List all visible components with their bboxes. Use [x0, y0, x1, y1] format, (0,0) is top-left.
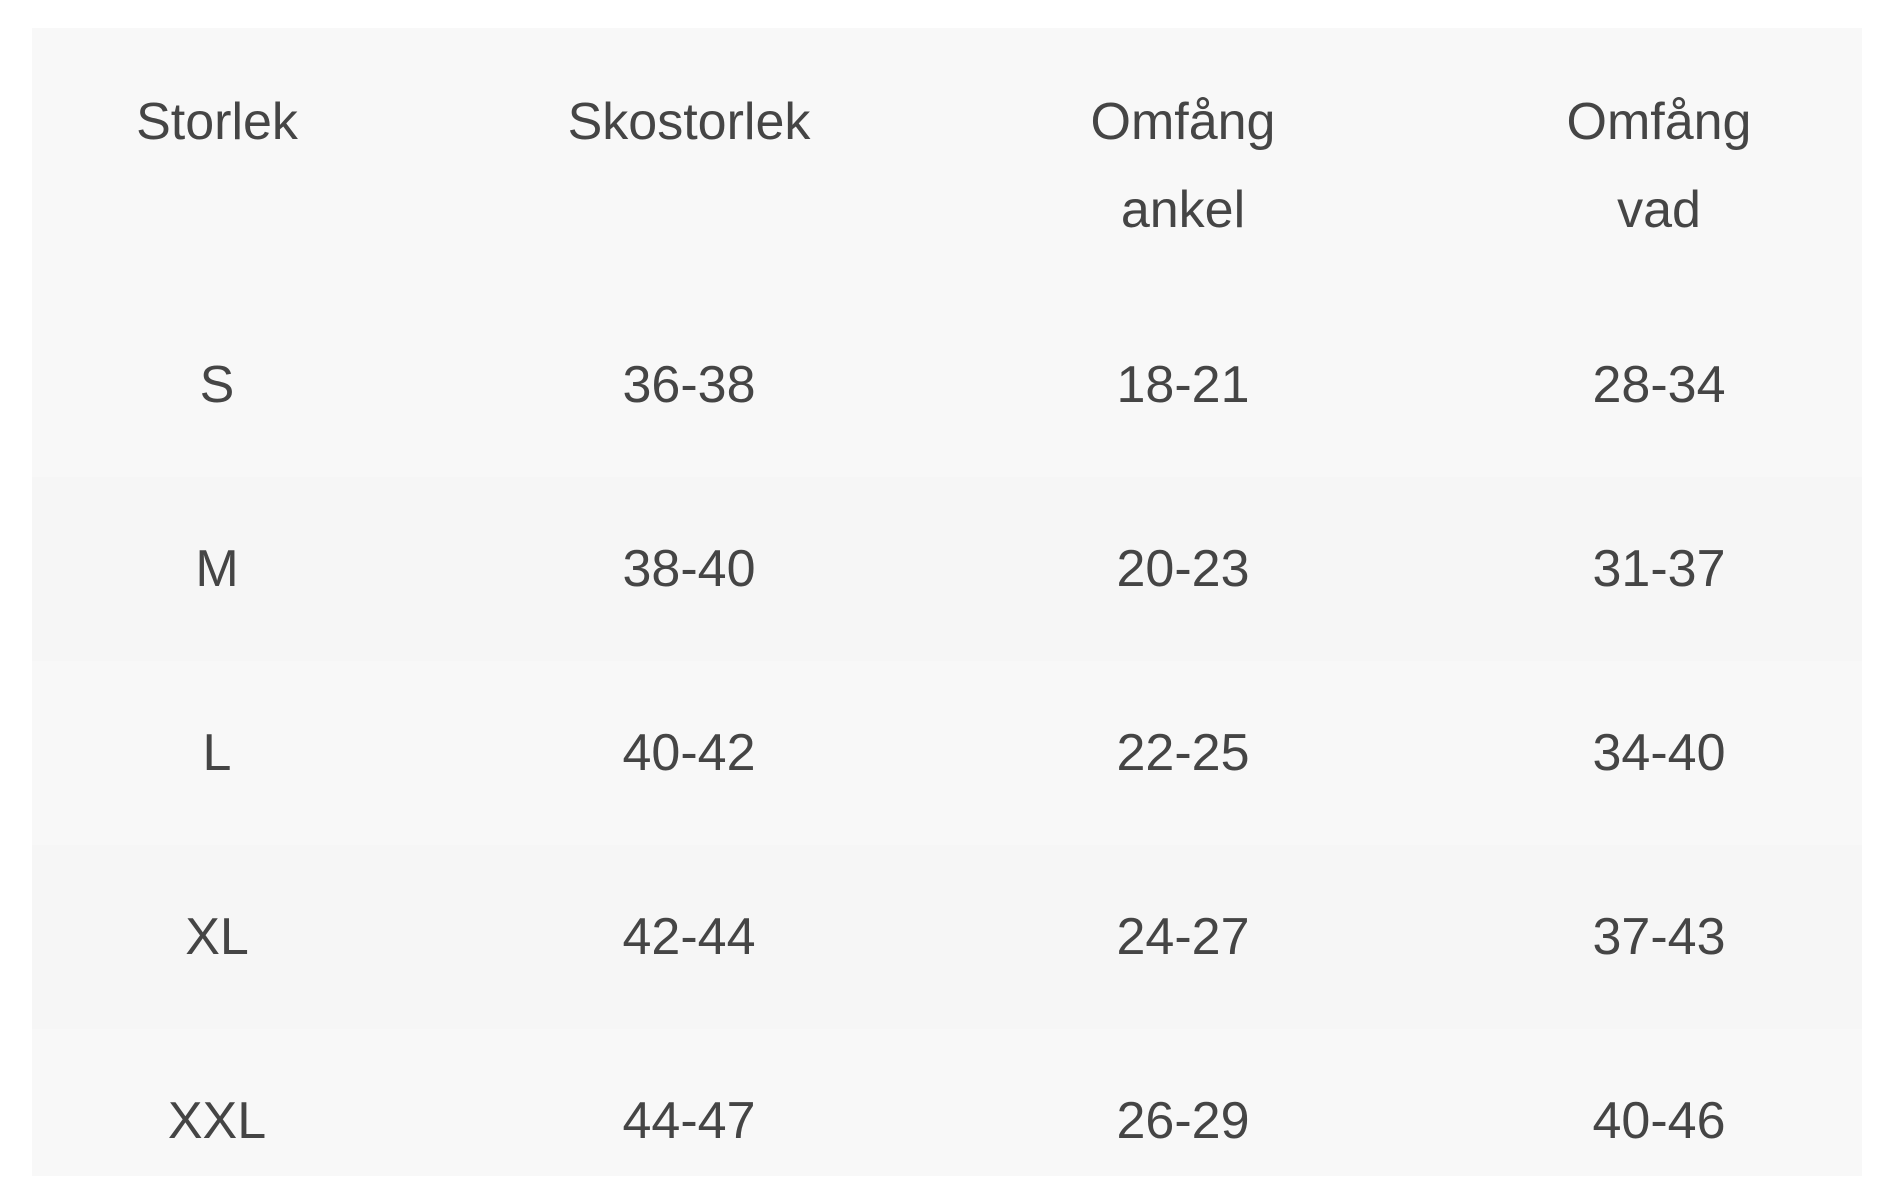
table-cell: M: [195, 540, 239, 598]
table-cell: S: [199, 356, 235, 414]
table-row: M 38-40 20-23 31-37: [32, 477, 1862, 661]
table-cell: 28-34: [1592, 356, 1726, 414]
header-storlek: Storlek: [7, 78, 427, 166]
table-cell: 36-38: [622, 356, 756, 414]
table-cell: 34-40: [1592, 724, 1726, 782]
table-cell: 42-44: [622, 908, 756, 966]
table-cell: 31-37: [1592, 540, 1726, 598]
table-cell: 40-42: [622, 724, 756, 782]
header-skostorlek: Skostorlek: [479, 78, 899, 166]
table-cell: L: [202, 724, 232, 782]
header-text: Storlek: [136, 93, 298, 151]
table-cell: 40-46: [1592, 1092, 1726, 1150]
header-text: Skostorlek: [567, 93, 811, 151]
table-row: L 40-42 22-25 34-40: [32, 661, 1862, 845]
size-chart-table: Storlek Skostorlek Omfång ankel Omfång v…: [32, 28, 1862, 1176]
header-text: Omfång: [1090, 93, 1276, 151]
table-row: XXL 44-47 26-29 40-46: [32, 1029, 1862, 1176]
table-row: S 36-38 18-21 28-34: [32, 293, 1862, 477]
table-cell: 26-29: [1116, 1092, 1250, 1150]
table-row: XL 42-44 24-27 37-43: [32, 845, 1862, 1029]
table-cell: 37-43: [1592, 908, 1726, 966]
header-omfang-ankel: Omfång ankel: [973, 78, 1393, 254]
table-cell: XXL: [167, 1092, 267, 1150]
header-omfang-vad: Omfång vad: [1449, 78, 1869, 254]
header-text: vad: [1617, 181, 1701, 239]
header-text: Omfång: [1566, 93, 1752, 151]
header-text: ankel: [1120, 181, 1246, 239]
table-cell: 22-25: [1116, 724, 1250, 782]
header-row: Storlek Skostorlek Omfång ankel Omfång v…: [32, 28, 1862, 293]
table-cell: 20-23: [1116, 540, 1250, 598]
table-cell: 18-21: [1116, 356, 1250, 414]
table-cell: 44-47: [622, 1092, 756, 1150]
table-cell: 38-40: [622, 540, 756, 598]
table-cell: 24-27: [1116, 908, 1250, 966]
table-cell: XL: [185, 908, 249, 966]
